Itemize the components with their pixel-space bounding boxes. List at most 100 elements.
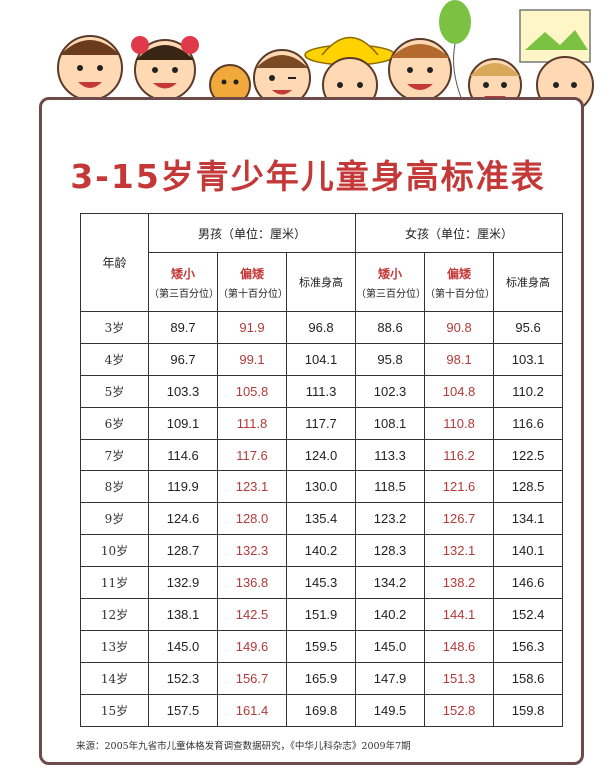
table-row: 5岁 103.3 105.8 111.3 102.3 104.8 110.2 xyxy=(80,374,564,408)
table-row: 10岁 128.7 132.3 140.2 128.3 132.1 140.1 xyxy=(80,534,564,568)
cell-b-low: 149.6 xyxy=(217,629,287,663)
cell-g-short: 118.5 xyxy=(355,470,426,504)
cell-b-std: 165.9 xyxy=(285,661,357,695)
cell-age: 8岁 xyxy=(80,470,149,504)
cell-g-std: 152.4 xyxy=(493,598,564,631)
cell-age: 6岁 xyxy=(80,406,149,440)
cell-age: 3岁 xyxy=(80,311,149,344)
cell-b-std: 169.8 xyxy=(285,693,357,727)
cell-b-low: 99.1 xyxy=(217,342,287,376)
table-row: 9岁 124.6 128.0 135.4 123.2 126.7 134.1 xyxy=(80,502,564,536)
cell-age: 14岁 xyxy=(80,661,149,695)
cell-g-low: 148.6 xyxy=(424,629,495,663)
girls-lowish-header: 偏矮 （第十百分位） xyxy=(424,252,495,312)
cell-age: 7岁 xyxy=(80,438,149,472)
cell-g-low: 98.1 xyxy=(424,342,495,376)
cell-g-std: 128.5 xyxy=(493,470,564,504)
cell-g-short: 149.5 xyxy=(355,693,426,727)
cell-b-short: 152.3 xyxy=(148,661,218,695)
kid-face-3 xyxy=(253,49,311,107)
cell-age: 13岁 xyxy=(80,629,149,663)
girls-standard-header: 标准身高 xyxy=(493,252,564,312)
cell-b-low: 161.4 xyxy=(217,693,287,727)
cell-g-low: 104.8 xyxy=(424,374,495,408)
cell-b-low: 91.9 xyxy=(217,311,287,344)
cell-g-short: 128.3 xyxy=(355,534,426,568)
cell-b-short: 132.9 xyxy=(148,566,218,600)
cell-b-short: 145.0 xyxy=(148,629,218,663)
cell-b-std: 130.0 xyxy=(285,470,357,504)
cell-g-low: 121.6 xyxy=(424,470,495,504)
table-row: 11岁 132.9 136.8 145.3 134.2 138.2 146.6 xyxy=(80,566,564,600)
girls-short-header: 矮小 （第三百分位） xyxy=(355,252,426,312)
cell-b-low: 136.8 xyxy=(217,566,287,600)
kid-face-2 xyxy=(131,36,199,101)
dog-face xyxy=(209,64,251,106)
girls-group-header: 女孩（单位：厘米） xyxy=(355,213,564,253)
cell-b-short: 96.7 xyxy=(148,342,218,376)
cell-g-low: 152.8 xyxy=(424,693,495,727)
cell-b-low: 111.8 xyxy=(217,406,287,440)
cell-b-short: 114.6 xyxy=(148,438,218,472)
boys-group-header: 男孩（单位：厘米） xyxy=(147,213,357,253)
cell-g-low: 110.8 xyxy=(424,406,495,440)
cell-g-short: 113.3 xyxy=(355,438,426,472)
kid-face-5 xyxy=(388,38,452,102)
table-body: 3岁 89.7 91.9 96.8 88.6 90.8 95.6 4岁 96.7 99.1 104.… xyxy=(80,311,564,727)
cell-g-std: 156.3 xyxy=(493,629,564,663)
cell-g-low: 144.1 xyxy=(424,598,495,631)
cell-g-std: 158.6 xyxy=(493,661,564,695)
table-row: 3岁 89.7 91.9 96.8 88.6 90.8 95.6 xyxy=(80,311,564,344)
table-row: 7岁 114.6 117.6 124.0 113.3 116.2 122.5 xyxy=(80,438,564,472)
cell-b-std: 124.0 xyxy=(285,438,357,472)
cell-g-low: 126.7 xyxy=(424,502,495,536)
cell-b-short: 138.1 xyxy=(148,598,218,631)
cell-age: 10岁 xyxy=(80,534,149,568)
boys-lowish-header: 偏矮 （第十百分位） xyxy=(217,252,288,312)
cell-b-short: 119.9 xyxy=(148,470,218,504)
cell-b-low: 128.0 xyxy=(217,502,287,536)
cell-b-low: 123.1 xyxy=(217,470,287,504)
cell-g-short: 134.2 xyxy=(355,566,426,600)
cell-g-std: 95.6 xyxy=(493,311,564,344)
cell-g-short: 147.9 xyxy=(355,661,426,695)
cell-g-short: 88.6 xyxy=(355,311,426,344)
cell-b-short: 128.7 xyxy=(148,534,218,568)
cell-g-std: 103.1 xyxy=(493,342,564,376)
cell-b-low: 117.6 xyxy=(217,438,287,472)
cell-b-short: 103.3 xyxy=(148,374,218,408)
height-standard-table: 年龄 男孩（单位：厘米） 女孩（单位：厘米） 矮小 （第三百分位） 偏矮 （第十百分… xyxy=(80,213,564,727)
cell-g-std: 110.2 xyxy=(493,374,564,408)
table-row: 15岁 157.5 161.4 169.8 149.5 152.8 159.8 xyxy=(80,693,564,727)
cartoon-kids-banner xyxy=(57,0,594,114)
table-row: 14岁 152.3 156.7 165.9 147.9 151.3 158.6 xyxy=(80,661,564,695)
cell-age: 15岁 xyxy=(80,693,149,727)
cell-b-std: 135.4 xyxy=(285,502,357,536)
cell-b-std: 104.1 xyxy=(285,342,357,376)
age-header: 年龄 xyxy=(80,213,149,312)
cell-g-short: 140.2 xyxy=(355,598,426,631)
boys-short-header: 矮小 （第三百分位） xyxy=(148,252,219,312)
cell-b-std: 151.9 xyxy=(285,598,357,631)
cell-g-low: 151.3 xyxy=(424,661,495,695)
cell-b-low: 142.5 xyxy=(217,598,287,631)
cell-b-short: 157.5 xyxy=(148,693,218,727)
table-row: 8岁 119.9 123.1 130.0 118.5 121.6 128.5 xyxy=(80,470,564,504)
table-row: 12岁 138.1 142.5 151.9 140.2 144.1 152.4 xyxy=(80,598,564,631)
cell-b-std: 111.3 xyxy=(285,374,357,408)
cell-g-short: 95.8 xyxy=(355,342,426,376)
cell-b-short: 89.7 xyxy=(148,311,218,344)
cell-age: 11岁 xyxy=(80,566,149,600)
cell-g-std: 122.5 xyxy=(493,438,564,472)
cell-b-low: 132.3 xyxy=(217,534,287,568)
source-note: 来源：2005年九省市儿童体格发育调查数据研究，《中华儿科杂志》2009年7期 xyxy=(76,741,411,752)
cell-age: 4岁 xyxy=(80,342,149,376)
cell-g-short: 145.0 xyxy=(355,629,426,663)
cell-g-std: 134.1 xyxy=(493,502,564,536)
cell-b-std: 117.7 xyxy=(285,406,357,440)
cell-g-short: 102.3 xyxy=(355,374,426,408)
table-row: 6岁 109.1 111.8 117.7 108.1 110.8 116.6 xyxy=(80,406,564,440)
cell-b-std: 96.8 xyxy=(285,311,357,344)
cell-g-short: 108.1 xyxy=(355,406,426,440)
table-row: 4岁 96.7 99.1 104.1 95.8 98.1 103.1 xyxy=(80,342,564,376)
